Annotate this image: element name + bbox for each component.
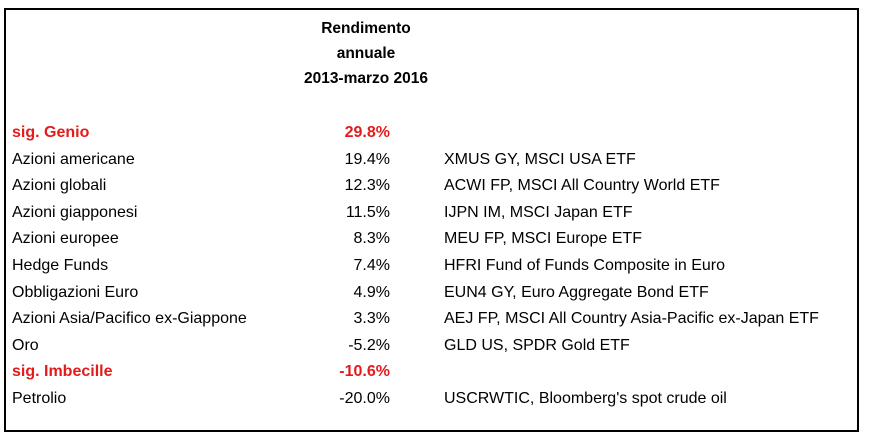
annual-return-value: 19.4%	[344, 150, 390, 168]
annual-return-value: 7.4%	[353, 256, 390, 274]
annual-return-value: -10.6%	[339, 363, 390, 381]
annual-return-value: 8.3%	[353, 230, 390, 248]
asset-name: Azioni americane	[12, 150, 135, 168]
annual-return-value: -5.2%	[348, 336, 390, 354]
annual-return-value: 12.3%	[344, 177, 390, 195]
instrument-description: EUN4 GY, Euro Aggregate Bond ETF	[444, 283, 709, 301]
asset-name: sig. Imbecille	[12, 363, 113, 381]
table-row: Azioni Asia/Pacifico ex-Giappone 3.3% AEJ …	[6, 306, 857, 333]
asset-name: Petrolio	[12, 389, 67, 407]
instrument-description: HFRI Fund of Funds Composite in Euro	[444, 256, 726, 274]
header-line-2: annuale	[336, 45, 396, 62]
table-row: Oro -5.2% GLD US, SPDR Gold ETF	[6, 333, 857, 360]
column-header: Rendimento annuale 2013-marzo 2016	[286, 16, 446, 91]
asset-name: Azioni globali	[12, 177, 107, 195]
annual-return-value: 4.9%	[353, 283, 390, 301]
annual-return-value: -20.0%	[339, 389, 390, 407]
table-row: sig. Imbecille -10.6%	[6, 359, 857, 386]
annual-return-value: 11.5%	[345, 203, 390, 221]
table-body: sig. Genio 29.8% Azioni americane 19.4% XMUS…	[6, 120, 857, 413]
instrument-description: USCRWTIC, Bloomberg's spot crude oil	[444, 389, 727, 407]
table-row: Petrolio -20.0% USCRWTIC, Bloomberg's spot…	[6, 386, 857, 413]
annual-return-value: 29.8%	[344, 124, 390, 141]
table-row: Azioni giapponesi 11.5% IJPN IM, MSCI Japa…	[6, 200, 857, 227]
returns-table: Rendimento annuale 2013-marzo 2016 sig. …	[4, 8, 859, 432]
asset-name: Azioni europee	[12, 230, 119, 248]
header-line-1: Rendimento	[321, 20, 411, 37]
table-row: Azioni globali 12.3% ACWI FP, MSCI All Cou…	[6, 173, 857, 200]
instrument-description: MEU FP, MSCI Europe ETF	[444, 230, 642, 248]
table-row: Hedge Funds 7.4% HFRI Fund of Funds Compos…	[6, 253, 857, 280]
asset-name: Hedge Funds	[12, 256, 109, 274]
table-row: sig. Genio 29.8%	[6, 120, 857, 147]
instrument-description: AEJ FP, MSCI All Country Asia-Pacific ex…	[444, 310, 819, 328]
asset-name: Oro	[12, 336, 39, 354]
table-row: Azioni americane 19.4% XMUS GY, MSCI USA E…	[6, 147, 857, 174]
table-row: Azioni europee 8.3% MEU FP, MSCI Europe ET…	[6, 226, 857, 253]
annual-return-value: 3.3%	[353, 310, 390, 328]
instrument-description: ACWI FP, MSCI All Country World ETF	[444, 177, 720, 195]
asset-name: Azioni giapponesi	[12, 203, 138, 221]
instrument-description: IJPN IM, MSCI Japan ETF	[444, 203, 633, 221]
instrument-description: GLD US, SPDR Gold ETF	[444, 336, 630, 354]
asset-name: Obbligazioni Euro	[12, 283, 139, 301]
table-row: Obbligazioni Euro 4.9% EUN4 GY, Euro Aggre…	[6, 280, 857, 307]
asset-name: Azioni Asia/Pacifico ex-Giappone	[12, 310, 247, 328]
instrument-description: XMUS GY, MSCI USA ETF	[444, 150, 636, 168]
header-line-3: 2013-marzo 2016	[303, 70, 429, 87]
asset-name: sig. Genio	[12, 124, 90, 141]
